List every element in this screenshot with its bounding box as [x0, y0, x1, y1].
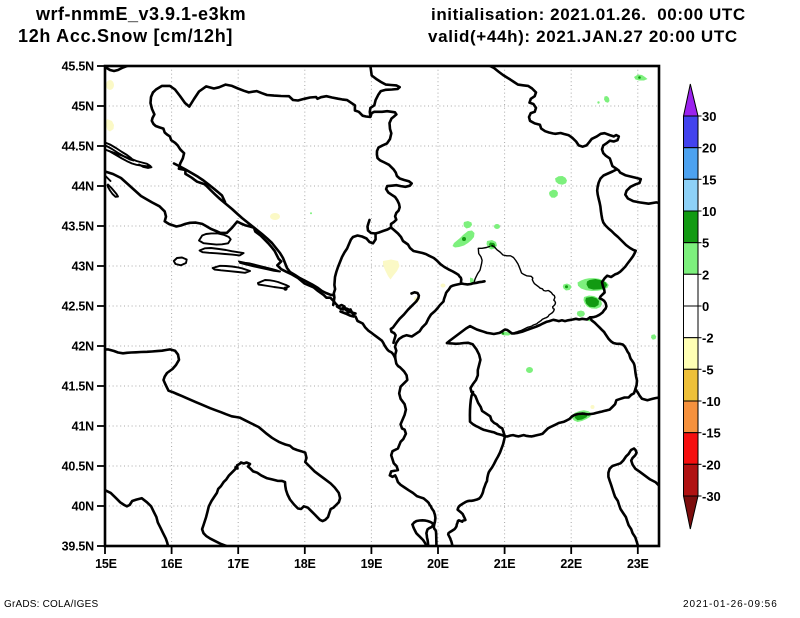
svg-text:17E: 17E: [227, 557, 249, 571]
svg-text:43.5N: 43.5N: [62, 220, 95, 234]
svg-text:15: 15: [702, 172, 716, 187]
svg-text:5: 5: [702, 236, 709, 251]
svg-text:16E: 16E: [161, 557, 183, 571]
svg-text:22E: 22E: [560, 557, 582, 571]
svg-text:-20: -20: [702, 457, 721, 472]
svg-text:23E: 23E: [627, 557, 649, 571]
svg-text:39.5N: 39.5N: [62, 540, 95, 554]
svg-text:44.5N: 44.5N: [62, 140, 95, 154]
svg-text:41N: 41N: [72, 420, 95, 434]
svg-text:-30: -30: [702, 489, 721, 504]
svg-text:10: 10: [702, 204, 716, 219]
svg-text:40.5N: 40.5N: [62, 460, 95, 474]
svg-text:44N: 44N: [72, 180, 95, 194]
svg-text:40N: 40N: [72, 500, 95, 514]
svg-text:20E: 20E: [427, 557, 449, 571]
svg-text:20: 20: [702, 141, 716, 156]
svg-text:19E: 19E: [361, 557, 383, 571]
svg-text:-5: -5: [702, 362, 714, 377]
svg-text:45.5N: 45.5N: [62, 60, 95, 74]
svg-text:43N: 43N: [72, 260, 95, 274]
svg-text:-15: -15: [702, 426, 721, 441]
svg-text:18E: 18E: [294, 557, 316, 571]
svg-text:41.5N: 41.5N: [62, 380, 95, 394]
svg-text:42N: 42N: [72, 340, 95, 354]
svg-text:30: 30: [702, 109, 716, 124]
svg-text:45N: 45N: [72, 100, 95, 114]
svg-text:42.5N: 42.5N: [62, 300, 95, 314]
svg-text:-2: -2: [702, 331, 714, 346]
svg-text:2: 2: [702, 267, 709, 282]
svg-text:-10: -10: [702, 394, 721, 409]
svg-text:21E: 21E: [494, 557, 516, 571]
svg-text:15E: 15E: [95, 557, 117, 571]
svg-text:0: 0: [702, 299, 709, 314]
